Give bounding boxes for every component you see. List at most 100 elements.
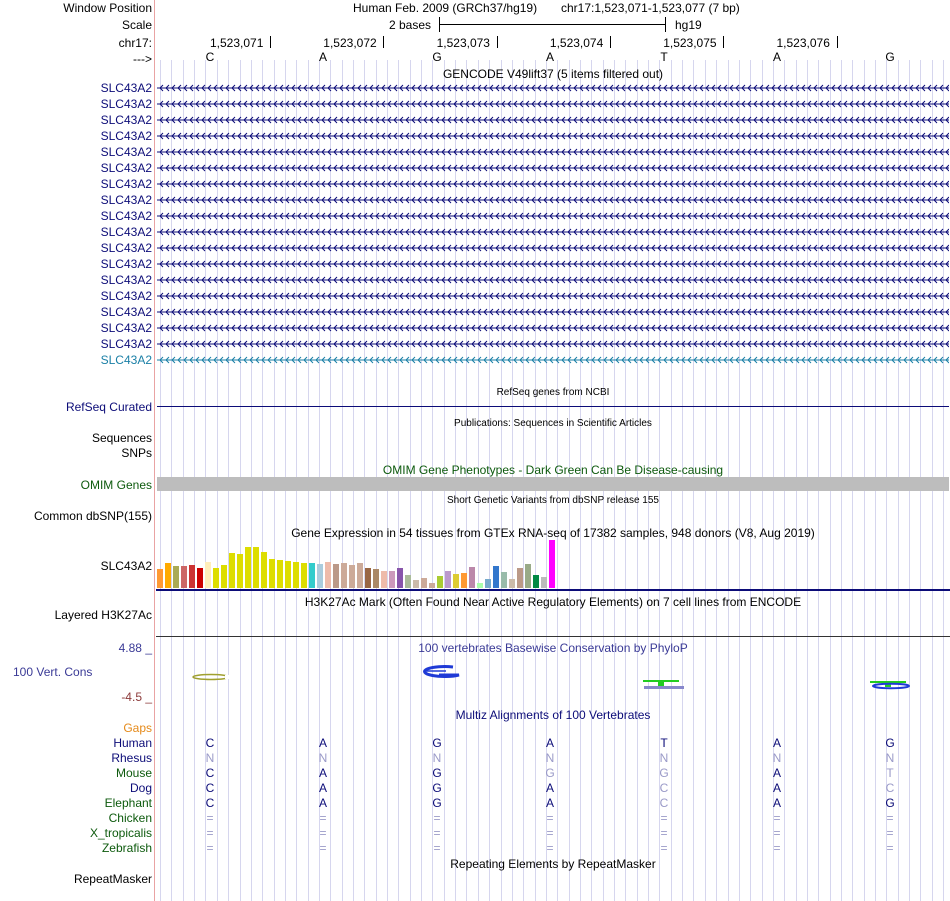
gencode-transcript-label[interactable]: SLC43A2 bbox=[100, 161, 152, 175]
ruler-coord[interactable]: 1,523,072 bbox=[323, 36, 377, 50]
gtex-tissue-bar[interactable] bbox=[445, 571, 452, 588]
gencode-transcript-label[interactable]: SLC43A2 bbox=[100, 209, 152, 223]
gtex-tissue-bar[interactable] bbox=[389, 571, 396, 588]
gtex-tissue-bar[interactable] bbox=[461, 573, 468, 588]
gtex-gene-label[interactable]: SLC43A2 bbox=[100, 559, 152, 573]
gtex-tissue-bar[interactable] bbox=[349, 565, 356, 588]
gtex-tissue-bar[interactable] bbox=[397, 568, 404, 588]
gtex-tissue-bar[interactable] bbox=[261, 552, 268, 588]
gtex-tissue-bar[interactable] bbox=[205, 562, 212, 588]
gtex-tissue-bar[interactable] bbox=[453, 574, 460, 588]
gtex-tissue-bar[interactable] bbox=[341, 563, 348, 588]
gtex-tissue-bar[interactable] bbox=[181, 566, 188, 588]
gtex-tissue-bar[interactable] bbox=[357, 563, 364, 588]
h3k27ac-track-title[interactable]: H3K27Ac Mark (Often Found Near Active Re… bbox=[304, 595, 802, 609]
gtex-tissue-bar[interactable] bbox=[485, 579, 492, 588]
refseq-label[interactable]: RefSeq Curated bbox=[65, 400, 152, 414]
gencode-transcript-feature[interactable] bbox=[157, 354, 949, 366]
gencode-transcript-feature[interactable] bbox=[157, 306, 949, 318]
omim-label[interactable]: OMIM Genes bbox=[80, 478, 152, 492]
gencode-transcript-feature[interactable] bbox=[157, 162, 949, 174]
gencode-transcript-feature[interactable] bbox=[157, 114, 949, 126]
gtex-tissue-bar[interactable] bbox=[525, 564, 532, 588]
gtex-tissue-bar[interactable] bbox=[157, 569, 164, 588]
gtex-tissue-bar[interactable] bbox=[301, 563, 308, 588]
gtex-track-title[interactable]: Gene Expression in 54 tissues from GTEx … bbox=[291, 526, 815, 540]
gencode-transcript-label[interactable]: SLC43A2 bbox=[100, 257, 152, 271]
gencode-transcript-label[interactable]: SLC43A2 bbox=[100, 241, 152, 255]
multiz-species-label[interactable]: X_tropicalis bbox=[89, 826, 152, 840]
gencode-transcript-label[interactable]: SLC43A2 bbox=[100, 337, 152, 351]
gaps-label[interactable]: Gaps bbox=[123, 721, 152, 735]
gtex-tissue-bar[interactable] bbox=[293, 562, 300, 588]
multiz-species-label[interactable]: Zebrafish bbox=[101, 841, 152, 855]
gtex-tissue-bar[interactable] bbox=[429, 583, 436, 588]
gencode-track-title[interactable]: GENCODE V49lift37 (5 items filtered out) bbox=[442, 67, 664, 81]
gtex-tissue-bar[interactable] bbox=[469, 567, 476, 588]
ruler-coord[interactable]: 1,523,076 bbox=[776, 36, 830, 50]
gtex-tissue-bar[interactable] bbox=[549, 540, 556, 588]
ruler-coord[interactable]: 1,523,075 bbox=[663, 36, 717, 50]
gtex-tissue-bar[interactable] bbox=[533, 575, 540, 588]
gencode-transcript-feature[interactable] bbox=[157, 322, 949, 334]
repeatmasker-track-title[interactable]: Repeating Elements by RepeatMasker bbox=[450, 857, 656, 871]
gtex-tissue-bar[interactable] bbox=[325, 562, 332, 588]
gtex-tissue-bar[interactable] bbox=[373, 569, 380, 588]
gtex-expression-chart[interactable] bbox=[157, 540, 557, 588]
multiz-species-label[interactable]: Chicken bbox=[108, 811, 152, 825]
h3k27ac-label[interactable]: Layered H3K27Ac bbox=[54, 608, 152, 622]
gencode-transcript-feature[interactable] bbox=[157, 98, 949, 110]
publications-sequences-label[interactable]: Sequences bbox=[91, 431, 152, 445]
position-readout[interactable]: chr17:1,523,071-1,523,077 (7 bp) bbox=[561, 1, 740, 15]
gtex-tissue-bar[interactable] bbox=[501, 572, 508, 588]
multiz-species-label[interactable]: Rhesus bbox=[111, 751, 152, 765]
gtex-tissue-bar[interactable] bbox=[317, 564, 324, 588]
gtex-tissue-bar[interactable] bbox=[309, 563, 316, 588]
gtex-tissue-bar[interactable] bbox=[173, 566, 180, 588]
gencode-transcript-feature[interactable] bbox=[157, 274, 949, 286]
omim-track-title[interactable]: OMIM Gene Phenotypes - Dark Green Can Be… bbox=[382, 463, 724, 477]
multiz-species-label[interactable]: Mouse bbox=[115, 766, 152, 780]
ruler-coord[interactable]: 1,523,074 bbox=[549, 36, 604, 50]
gencode-transcript-feature[interactable] bbox=[157, 242, 949, 254]
gtex-tissue-bar[interactable] bbox=[269, 559, 276, 588]
gencode-transcript-label[interactable]: SLC43A2 bbox=[100, 129, 152, 143]
gencode-transcript-feature[interactable] bbox=[157, 338, 949, 350]
publications-snps-label[interactable]: SNPs bbox=[121, 446, 152, 460]
gencode-transcript-label[interactable]: SLC43A2 bbox=[100, 113, 152, 127]
gtex-tissue-bar[interactable] bbox=[517, 568, 524, 588]
gtex-tissue-bar[interactable] bbox=[285, 561, 292, 588]
multiz-species-label[interactable]: Elephant bbox=[104, 796, 152, 810]
gencode-transcript-label[interactable]: SLC43A2 bbox=[100, 193, 152, 207]
gtex-tissue-bar[interactable] bbox=[509, 579, 516, 588]
gtex-tissue-bar[interactable] bbox=[237, 554, 244, 588]
gencode-transcript-label[interactable]: SLC43A2 bbox=[100, 97, 152, 111]
gtex-tissue-bar[interactable] bbox=[213, 568, 220, 588]
gencode-transcript-label[interactable]: SLC43A2 bbox=[100, 273, 152, 287]
gtex-tissue-bar[interactable] bbox=[333, 564, 340, 588]
multiz-species-label[interactable]: Dog bbox=[129, 781, 152, 795]
gtex-tissue-bar[interactable] bbox=[165, 563, 172, 588]
gtex-tissue-bar[interactable] bbox=[405, 575, 412, 588]
gtex-tissue-bar[interactable] bbox=[541, 577, 548, 588]
gencode-transcript-label[interactable]: SLC43A2 bbox=[100, 321, 152, 335]
phylop-logo-track[interactable] bbox=[156, 655, 950, 700]
publications-track-title[interactable]: Publications: Sequences in Scientific Ar… bbox=[454, 418, 652, 429]
gtex-tissue-bar[interactable] bbox=[365, 568, 372, 588]
gencode-transcript-feature[interactable] bbox=[157, 146, 949, 158]
gencode-transcript-feature[interactable] bbox=[157, 178, 949, 190]
multiz-track-title[interactable]: Multiz Alignments of 100 Vertebrates bbox=[455, 708, 651, 722]
gtex-tissue-bar[interactable] bbox=[477, 583, 484, 588]
ruler-coord[interactable]: 1,523,073 bbox=[436, 36, 490, 50]
gencode-transcript-feature[interactable] bbox=[157, 210, 949, 222]
refseq-gene-line[interactable] bbox=[157, 406, 949, 407]
gencode-transcript-label[interactable]: SLC43A2 bbox=[100, 81, 152, 95]
gtex-tissue-bar[interactable] bbox=[197, 568, 204, 588]
gtex-tissue-bar[interactable] bbox=[253, 547, 260, 588]
gencode-transcript-feature[interactable] bbox=[157, 130, 949, 142]
gencode-transcript-feature[interactable] bbox=[157, 290, 949, 302]
gtex-tissue-bar[interactable] bbox=[421, 578, 428, 588]
dbsnp-track-title[interactable]: Short Genetic Variants from dbSNP releas… bbox=[447, 495, 659, 506]
gencode-transcript-feature[interactable] bbox=[157, 258, 949, 270]
gtex-tissue-bar[interactable] bbox=[189, 565, 196, 588]
